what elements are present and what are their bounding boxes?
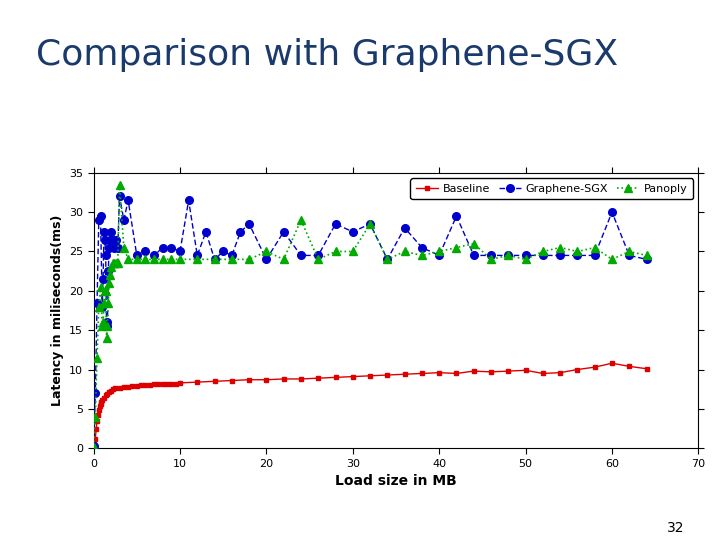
- Graphene-SGX: [279, 228, 288, 235]
- Baseline: [608, 360, 616, 367]
- Panoply: [435, 248, 444, 255]
- Baseline: [124, 383, 132, 390]
- Baseline: [262, 376, 271, 383]
- Baseline: [120, 383, 128, 390]
- Line: Graphene-SGX: Graphene-SGX: [90, 193, 650, 450]
- Baseline: [98, 397, 107, 403]
- Panoply: [89, 443, 98, 450]
- Panoply: [642, 252, 651, 259]
- Baseline: [642, 366, 651, 372]
- Baseline: [89, 443, 98, 450]
- Panoply: [331, 248, 340, 255]
- Legend: Baseline, Graphene-SGX, Panoply: Baseline, Graphene-SGX, Panoply: [410, 178, 693, 199]
- Graphene-SGX: [120, 217, 128, 223]
- Panoply: [297, 217, 305, 223]
- X-axis label: Load size in MB: Load size in MB: [335, 474, 457, 488]
- Panoply: [115, 181, 124, 188]
- Graphene-SGX: [642, 256, 651, 262]
- Baseline: [111, 385, 120, 392]
- Baseline: [107, 388, 115, 394]
- Line: Baseline: Baseline: [91, 361, 649, 449]
- Panoply: [120, 244, 128, 251]
- Text: Comparison with Graphene-SGX: Comparison with Graphene-SGX: [36, 38, 618, 72]
- Graphene-SGX: [110, 244, 119, 251]
- Graphene-SGX: [102, 323, 111, 329]
- Graphene-SGX: [115, 193, 124, 200]
- Panoply: [245, 256, 253, 262]
- Y-axis label: Latency in miliseconds(ms): Latency in miliseconds(ms): [50, 215, 63, 406]
- Graphene-SGX: [114, 244, 122, 251]
- Panoply: [91, 414, 99, 420]
- Graphene-SGX: [89, 443, 98, 449]
- Line: Panoply: Panoply: [90, 181, 650, 450]
- Text: 32: 32: [667, 521, 684, 535]
- Graphene-SGX: [107, 228, 115, 235]
